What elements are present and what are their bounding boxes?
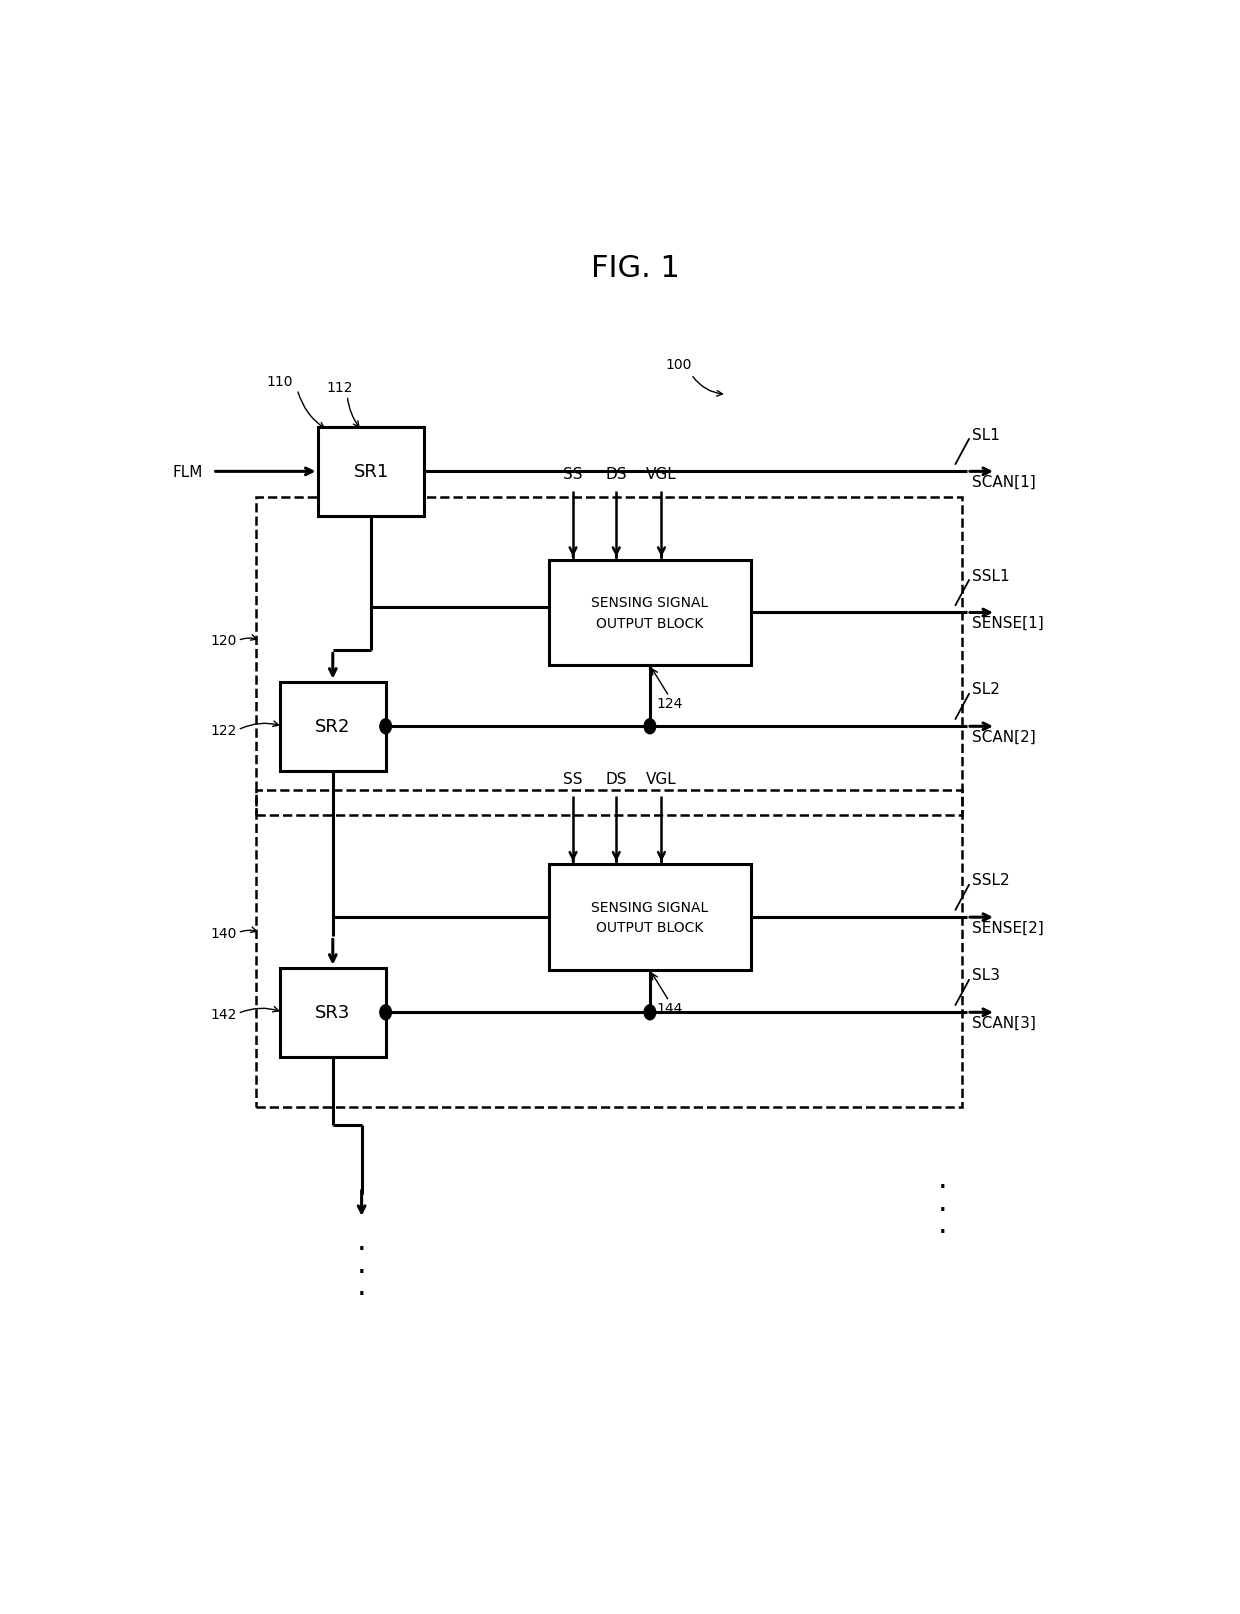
Bar (280, 968, 386, 1057)
Text: ·: · (357, 1257, 367, 1286)
Text: 110: 110 (267, 374, 293, 389)
Text: SL1: SL1 (972, 428, 999, 442)
Text: ·: · (357, 1280, 367, 1309)
Text: SENSE[1]: SENSE[1] (972, 615, 1044, 631)
Text: ·: · (939, 1196, 947, 1225)
Text: SL3: SL3 (972, 968, 999, 983)
Text: SCAN[3]: SCAN[3] (972, 1015, 1035, 1030)
Bar (549, 560, 751, 667)
Text: SCAN[2]: SCAN[2] (972, 730, 1035, 744)
Text: ·: · (939, 1219, 947, 1248)
Text: FIG. 1: FIG. 1 (591, 253, 680, 282)
Text: DS: DS (605, 771, 627, 786)
Bar (280, 683, 386, 771)
Text: SCAN[1]: SCAN[1] (972, 475, 1035, 489)
Bar (319, 428, 424, 516)
Bar (255, 499, 962, 815)
Text: 122: 122 (211, 723, 237, 738)
Text: 144: 144 (656, 1001, 682, 1015)
Bar (255, 791, 962, 1107)
Text: SS: SS (563, 466, 583, 483)
Text: SR2: SR2 (315, 718, 351, 736)
Circle shape (379, 720, 392, 734)
Circle shape (644, 720, 656, 734)
Circle shape (644, 1006, 656, 1020)
Text: VGL: VGL (646, 466, 677, 483)
Text: VGL: VGL (646, 771, 677, 786)
Text: 142: 142 (211, 1007, 237, 1022)
Text: 112: 112 (326, 381, 352, 395)
Text: SSL1: SSL1 (972, 568, 1009, 583)
Text: FLM: FLM (172, 465, 203, 479)
Text: SENSING SIGNAL
OUTPUT BLOCK: SENSING SIGNAL OUTPUT BLOCK (591, 901, 708, 935)
Text: 140: 140 (211, 926, 237, 939)
Text: 100: 100 (666, 357, 692, 371)
Text: SR3: SR3 (315, 1004, 351, 1022)
Circle shape (379, 1006, 392, 1020)
Text: ·: · (357, 1236, 367, 1264)
Text: SR1: SR1 (353, 463, 389, 481)
Text: SS: SS (563, 771, 583, 786)
Text: SL2: SL2 (972, 683, 999, 697)
Text: SENSE[2]: SENSE[2] (972, 920, 1044, 935)
Text: SSL2: SSL2 (972, 873, 1009, 888)
Text: DS: DS (605, 466, 627, 483)
Text: SENSING SIGNAL
OUTPUT BLOCK: SENSING SIGNAL OUTPUT BLOCK (591, 596, 708, 631)
Text: 124: 124 (656, 697, 682, 712)
Text: 120: 120 (211, 634, 237, 649)
Bar (549, 865, 751, 970)
Text: ·: · (939, 1173, 947, 1202)
